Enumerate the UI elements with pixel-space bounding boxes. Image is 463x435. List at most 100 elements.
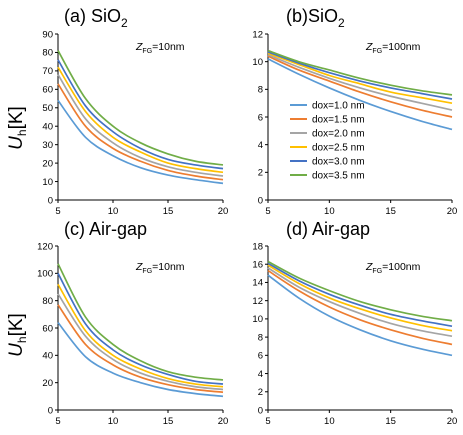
- series-line: [57, 50, 224, 166]
- x-tick-label: 10: [108, 206, 119, 217]
- panel-b-sio2-zfg100: 0 2 4 6 8 10 12 5 10 15 20 (b)SiO2 ZFG=100nm: [252, 6, 457, 217]
- series-line: [267, 51, 453, 100]
- x-tick-label: 20: [218, 416, 229, 427]
- y-tick-label: 8: [258, 85, 263, 96]
- y-tick-label: 40: [42, 351, 53, 362]
- x-tick-label: 5: [55, 206, 60, 217]
- svg-text:dox=3.0 nm: dox=3.0 nm: [312, 157, 365, 168]
- series-line: [267, 264, 453, 332]
- y-axis-label-bottom: Uh[K]: [6, 313, 29, 357]
- y-tick-label: 70: [42, 66, 53, 77]
- series-line: [267, 52, 453, 105]
- series-line: [57, 99, 224, 185]
- panel-title: (c) Air-gap: [64, 219, 147, 239]
- y-tick-label: 6: [258, 112, 263, 123]
- x-tick-label: 10: [324, 416, 335, 427]
- x-tick-label: 5: [265, 416, 270, 427]
- series-line: [267, 260, 453, 322]
- panel-title: (a) SiO2: [64, 6, 128, 30]
- legend-entry: dox=1.0 nm: [290, 101, 365, 112]
- y-tick-label: 0: [258, 195, 263, 206]
- svg-text:dox=3.5 nm: dox=3.5 nm: [312, 171, 365, 182]
- legend: dox=1.0 nm dox=1.5 nm dox=2.0 nm dox=2.5…: [290, 101, 365, 182]
- series-line: [267, 274, 453, 357]
- panel-title: (b)SiO2: [286, 6, 345, 30]
- legend-entry: dox=3.5 nm: [290, 171, 365, 182]
- panel-d-airgap-zfg100: 0 2 4 6 8 10 12 14 16 18 5 10 15 20 (d) Air-gap ZFG=100…: [252, 219, 457, 427]
- y-tick-label: 0: [258, 405, 263, 416]
- y-tick-label: 20: [42, 158, 53, 169]
- y-tick-label: 0: [48, 195, 53, 206]
- series-line: [267, 55, 453, 118]
- series-line: [57, 66, 224, 174]
- panel-c-airgap-zfg10: 0 20 40 60 80 100 120 5 10 15 20 (c) Air-gap ZFG=10n…: [37, 219, 228, 427]
- panel-a-sio2-zfg10: 0 10 20 30 40 50 60 70 80 90 5 10 15 20 (a) SiO2 ZFG=10…: [42, 6, 228, 217]
- x-tick-label: 5: [55, 416, 60, 427]
- y-tick-label: 4: [258, 140, 263, 151]
- x-tick-label: 15: [163, 416, 174, 427]
- y-tick-label: 10: [252, 314, 263, 325]
- y-tick-label: 10: [42, 177, 53, 188]
- legend-entry: dox=1.5 nm: [290, 115, 365, 126]
- x-tick-label: 15: [385, 206, 396, 217]
- y-tick-label: 16: [252, 260, 263, 271]
- y-axis-label-top: Uh[K]: [6, 106, 29, 150]
- x-tick-label: 10: [324, 206, 335, 217]
- y-tick-label: 18: [252, 241, 263, 252]
- series-line: [267, 269, 453, 346]
- y-tick-label: 0: [48, 405, 53, 416]
- series-line: [57, 304, 224, 394]
- x-tick-label: 20: [218, 206, 229, 217]
- y-tick-label: 50: [42, 103, 53, 114]
- y-tick-label: 12: [252, 296, 263, 307]
- svg-text:dox=1.0 nm: dox=1.0 nm: [312, 101, 365, 112]
- y-tick-label: 12: [252, 29, 263, 40]
- panel-annotation: ZFG=100nm: [365, 41, 421, 55]
- series-line: [57, 321, 224, 398]
- series-line: [57, 272, 224, 385]
- y-tick-label: 60: [42, 323, 53, 334]
- panel-annotation: ZFG=10nm: [135, 261, 185, 275]
- y-tick-label: 80: [42, 48, 53, 59]
- y-tick-label: 120: [37, 241, 53, 252]
- legend-entry: dox=2.0 nm: [290, 129, 365, 140]
- series-line: [57, 74, 224, 177]
- y-tick-label: 10: [252, 57, 263, 68]
- y-tick-label: 90: [42, 29, 53, 40]
- series-line: [267, 267, 453, 338]
- x-tick-label: 5: [265, 206, 270, 217]
- y-tick-label: 2: [258, 168, 263, 179]
- y-tick-label: 30: [42, 140, 53, 151]
- svg-text:dox=2.5 nm: dox=2.5 nm: [312, 143, 365, 154]
- legend-entry: dox=3.0 nm: [290, 157, 365, 168]
- svg-text:dox=1.5 nm: dox=1.5 nm: [312, 115, 365, 126]
- panel-annotation: ZFG=10nm: [135, 41, 185, 55]
- y-tick-label: 60: [42, 85, 53, 96]
- y-tick-label: 14: [252, 278, 263, 289]
- svg-text:dox=2.0 nm: dox=2.0 nm: [312, 129, 365, 140]
- series-line: [267, 53, 453, 111]
- series-line: [57, 283, 224, 388]
- panel-annotation: ZFG=100nm: [365, 261, 421, 275]
- y-tick-label: 6: [258, 351, 263, 362]
- legend-entry: dox=2.5 nm: [290, 143, 365, 154]
- y-tick-label: 100: [37, 269, 53, 280]
- x-tick-label: 15: [163, 206, 174, 217]
- x-tick-label: 10: [108, 416, 119, 427]
- x-tick-label: 20: [447, 416, 458, 427]
- series-line: [267, 49, 453, 96]
- y-tick-label: 8: [258, 332, 263, 343]
- series-line: [267, 58, 453, 131]
- x-tick-label: 20: [447, 206, 458, 217]
- series-line: [267, 262, 453, 328]
- series-line: [57, 83, 224, 181]
- x-tick-label: 15: [385, 416, 396, 427]
- y-tick-label: 20: [42, 378, 53, 389]
- y-tick-label: 4: [258, 369, 263, 380]
- y-tick-label: 80: [42, 296, 53, 307]
- y-tick-label: 2: [258, 387, 263, 398]
- series-line: [57, 263, 224, 381]
- series-line: [57, 293, 224, 391]
- y-tick-label: 40: [42, 122, 53, 133]
